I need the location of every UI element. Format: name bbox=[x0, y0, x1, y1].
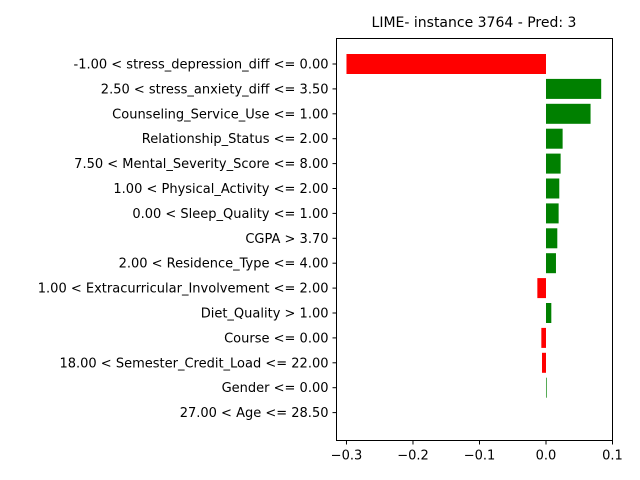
bar-1 bbox=[545, 78, 602, 99]
x-tick-label-1: −0.2 bbox=[397, 449, 429, 464]
bar-13 bbox=[545, 377, 547, 398]
bar-8 bbox=[545, 253, 556, 274]
x-tick-label-4: 0.1 bbox=[602, 449, 623, 464]
y-tick-labels: -1.00 < stress_depression_diff <= 0.00 2.… bbox=[38, 58, 337, 421]
y-tick-label-1: 2.50 < stress_anxiety_diff <= 3.50 bbox=[101, 82, 329, 97]
y-tick-label-6: 0.00 < Sleep_Quality <= 1.00 bbox=[132, 207, 328, 222]
y-tick-label-7: CGPA > 3.70 bbox=[245, 232, 328, 247]
x-ticks: −0.3 −0.2 −0.1 0.0 0.1 bbox=[331, 440, 623, 464]
y-tick-label-12: 18.00 < Semester_Credit_Load <= 22.00 bbox=[59, 356, 328, 371]
bar-5 bbox=[545, 178, 560, 199]
chart-title: LIME- instance 3764 - Pred: 3 bbox=[372, 15, 577, 31]
y-tick-label-0: -1.00 < stress_depression_diff <= 0.00 bbox=[74, 58, 329, 73]
bar-9 bbox=[537, 278, 546, 299]
y-tick-label-14: 27.00 < Age <= 28.50 bbox=[180, 406, 329, 421]
y-tick-label-11: Course <= 0.00 bbox=[224, 331, 328, 346]
bars-group bbox=[346, 54, 602, 398]
bar-11 bbox=[541, 327, 546, 348]
y-tick-label-8: 2.00 < Residence_Type <= 4.00 bbox=[119, 257, 329, 272]
y-tick-label-2: Counseling_Service_Use <= 1.00 bbox=[112, 107, 328, 122]
bar-6 bbox=[545, 203, 559, 224]
bar-4 bbox=[545, 153, 561, 174]
y-tick-label-3: Relationship_Status <= 2.00 bbox=[142, 132, 329, 147]
bar-7 bbox=[545, 228, 558, 249]
x-tick-label-0: −0.3 bbox=[331, 449, 363, 464]
bar-12 bbox=[542, 352, 546, 373]
x-tick-label-3: 0.0 bbox=[536, 449, 557, 464]
y-tick-label-13: Gender <= 0.00 bbox=[222, 381, 329, 396]
bar-2 bbox=[545, 103, 591, 124]
y-tick-label-9: 1.00 < Extracurricular_Involvement <= 2.… bbox=[38, 282, 329, 297]
y-tick-label-4: 7.50 < Mental_Severity_Score <= 8.00 bbox=[74, 157, 328, 172]
y-tick-label-5: 1.00 < Physical_Activity <= 2.00 bbox=[113, 182, 328, 197]
bar-3 bbox=[545, 128, 563, 149]
plot-frame bbox=[336, 38, 613, 441]
bar-0 bbox=[346, 54, 546, 74]
bar-10 bbox=[545, 303, 552, 323]
x-tick-label-2: −0.1 bbox=[464, 449, 496, 464]
y-tick-label-10: Diet_Quality > 1.00 bbox=[201, 307, 329, 322]
